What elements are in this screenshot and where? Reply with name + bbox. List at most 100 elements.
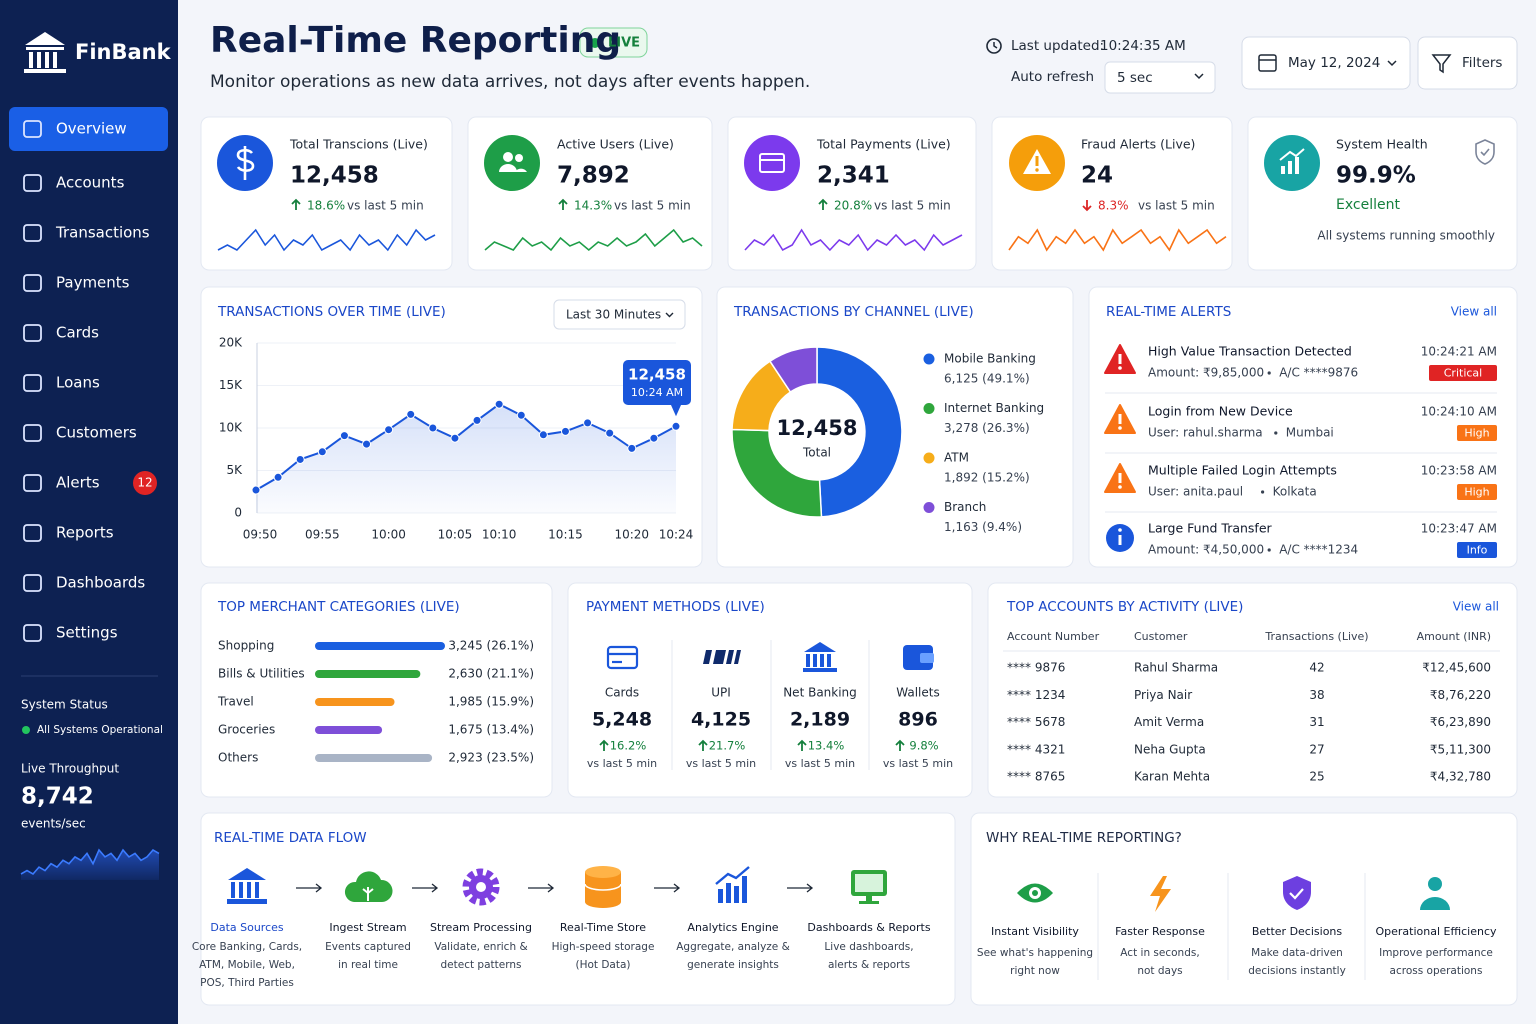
method-compare: vs last 5 min <box>883 757 953 770</box>
kpi-change: 18.6% <box>307 199 345 213</box>
method-compare: vs last 5 min <box>686 757 756 770</box>
kpi-value: 24 <box>1081 163 1113 189</box>
method-change: 16.2% <box>610 739 647 753</box>
flow-step: Data Sources <box>210 921 284 934</box>
shield-check <box>1480 148 1490 157</box>
chevron <box>1194 73 1204 80</box>
alert-title: High Value Transaction Detected <box>1148 344 1352 359</box>
nav-item[interactable]: Reports <box>56 524 114 542</box>
badge-count: 12 <box>137 476 152 490</box>
why-desc: See what's happening <box>977 947 1093 959</box>
nav-item[interactable]: Customers <box>56 424 137 442</box>
legend-dot <box>923 403 935 414</box>
why-name: Operational Efficiency <box>1375 925 1497 938</box>
shield-icon <box>1475 139 1495 165</box>
nav-icon <box>23 374 42 392</box>
bar-label: Shopping <box>218 639 274 653</box>
throughput-unit: events/sec <box>21 817 86 831</box>
range-select[interactable] <box>553 299 686 330</box>
kpi-title: Total Transcions (Live) <box>289 137 428 152</box>
bar-value: 2,923 (23.5%) <box>448 751 534 765</box>
person-icon <box>1420 877 1450 910</box>
throughput-spark-area <box>21 850 159 880</box>
bar <box>315 670 421 678</box>
alert-icon-glyph <box>1118 414 1122 424</box>
table-cell: ₹5,11,300 <box>1430 742 1491 756</box>
section-title: TOP MERCHANT CATEGORIES (LIVE) <box>217 599 460 615</box>
nav-icon <box>23 524 42 542</box>
nav-item[interactable]: Overview <box>56 120 127 138</box>
bar-label: Bills & Utilities <box>218 667 305 681</box>
flow-card <box>200 812 956 1006</box>
flow-icon-database <box>584 866 622 908</box>
nav-item[interactable]: Transactions <box>55 224 150 242</box>
kpi-value: 7,892 <box>557 163 630 189</box>
point <box>472 415 482 425</box>
table-cell: **** 5678 <box>1007 715 1065 729</box>
point <box>362 439 372 449</box>
table-cell: ₹6,23,890 <box>1430 715 1491 729</box>
flow-desc: Core Banking, Cards, <box>192 941 302 953</box>
flow-desc: generate insights <box>687 959 779 971</box>
change-arrow <box>895 739 905 751</box>
filters-button[interactable] <box>1417 36 1518 90</box>
nav-item[interactable]: Loans <box>56 374 100 392</box>
flow-desc: Live dashboards, <box>824 941 913 953</box>
nav-icon <box>23 324 42 342</box>
alert-icon-glyph <box>1118 528 1122 532</box>
subtitle: Monitor operations as new data arrives, … <box>210 72 810 92</box>
nav-item[interactable]: Payments <box>56 274 130 292</box>
table-cell: **** 1234 <box>1007 688 1065 702</box>
alert-level: Info <box>1467 544 1488 557</box>
status-text: All Systems Operational <box>37 724 163 736</box>
alert-time: 10:24:10 AM <box>1421 405 1497 419</box>
section-title: PAYMENT METHODS (LIVE) <box>586 599 765 615</box>
flow-desc: Aggregate, analyze & <box>676 941 790 953</box>
change-arrow <box>797 739 807 751</box>
flow-desc: (Hot Data) <box>575 959 630 971</box>
table-header: Transactions (Live) <box>1264 630 1368 643</box>
alert-badge <box>1457 484 1497 500</box>
flow-desc: Events captured <box>325 941 411 953</box>
legend-label: Internet Banking <box>944 401 1044 415</box>
eye-icon <box>1017 883 1053 903</box>
legend-value: 3,278 (26.3%) <box>944 421 1030 435</box>
kpi-compare: vs last 5 min <box>347 199 424 213</box>
alert-detail: Kolkata <box>1273 485 1317 499</box>
health-status: Excellent <box>1336 197 1400 213</box>
view-all[interactable]: View all <box>1451 305 1497 319</box>
date-picker[interactable] <box>1241 36 1411 90</box>
flow-step: Real-Time Store <box>560 921 646 934</box>
flow-icon-monitor <box>851 870 887 904</box>
point <box>295 454 305 464</box>
nav-icon <box>23 574 42 592</box>
nav-item[interactable]: Cards <box>56 324 99 342</box>
method-value: 2,189 <box>790 709 850 731</box>
nav-item[interactable]: Alerts <box>56 474 100 492</box>
view-all[interactable]: View all <box>1453 600 1499 614</box>
nav-item[interactable]: Accounts <box>56 174 125 192</box>
donut-segment <box>768 346 818 394</box>
refresh-select[interactable] <box>1104 61 1216 94</box>
point <box>649 433 659 443</box>
kpi-title: Fraud Alerts (Live) <box>1081 137 1195 152</box>
alert-detail: Amount: ₹9,85,000 <box>1148 366 1264 380</box>
section-title: TRANSACTIONS OVER TIME (LIVE) <box>217 304 446 320</box>
callout-value: 12,458 <box>628 366 686 384</box>
section-title: TRANSACTIONS BY CHANNEL (LIVE) <box>733 304 974 320</box>
kpi-compare: vs last 5 min <box>1138 199 1215 213</box>
bar-label: Others <box>218 751 258 765</box>
alert-icon-glyph <box>1118 485 1122 489</box>
nav-item[interactable]: Dashboards <box>56 574 145 592</box>
bar-value: 2,630 (21.1%) <box>448 667 534 681</box>
merchant-card <box>200 582 553 798</box>
section-title: WHY REAL-TIME REPORTING? <box>986 830 1182 846</box>
legend-value: 1,892 (15.2%) <box>944 471 1030 485</box>
kpi-title: System Health <box>1336 137 1428 152</box>
alert-icon-glyph <box>1118 426 1122 430</box>
table-header: Customer <box>1134 630 1188 643</box>
bar-value: 1,675 (13.4%) <box>448 723 534 737</box>
nav-item[interactable]: Settings <box>56 624 118 642</box>
bar <box>315 698 395 706</box>
point <box>273 472 283 482</box>
